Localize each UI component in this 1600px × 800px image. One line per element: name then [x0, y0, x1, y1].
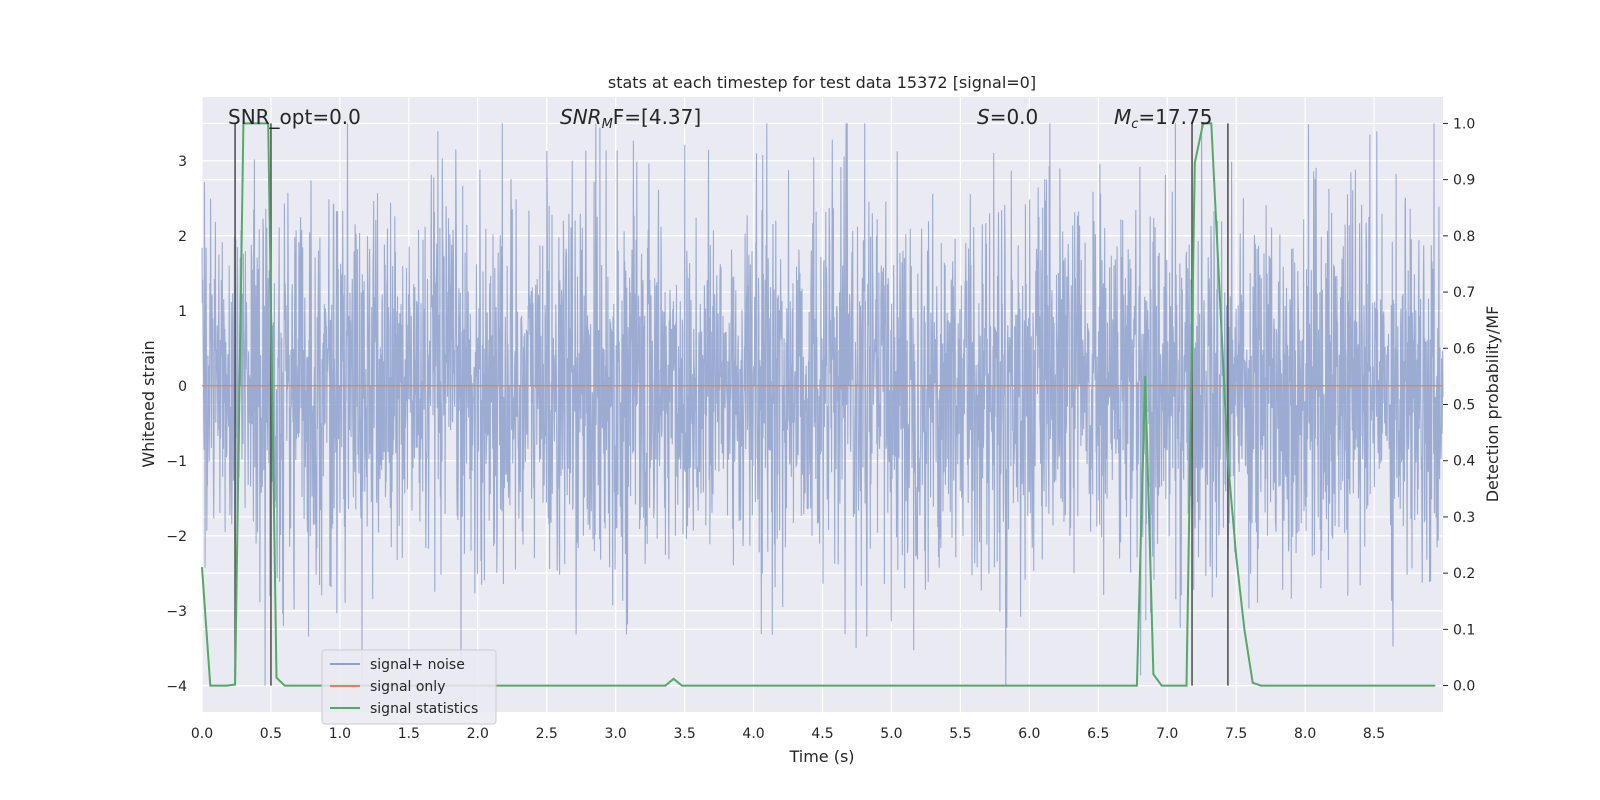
x-tick-label: 3.5 [673, 726, 695, 742]
statistics-point [1243, 628, 1246, 631]
statistics-point [234, 683, 236, 686]
y-right-tick-label: 0.5 [1453, 398, 1475, 414]
x-tick-label: 4.5 [811, 726, 833, 742]
statistics-point [1185, 684, 1188, 687]
statistics-point [681, 684, 683, 687]
statistics-point [1251, 681, 1254, 684]
statistics-point [1268, 684, 1271, 687]
x-axis-ticks: 0.0 0.5 1.0 1.5 2.0 2.5 3.0 3.5 4.0 4.5 5.0 5.5 6.0 6… [191, 726, 1385, 742]
statistics-point [1136, 684, 1138, 687]
legend: signal+ noise signal only signal statist… [321, 649, 497, 725]
statistics-point [275, 676, 278, 679]
x-tick-label: 0.5 [260, 726, 282, 742]
annotation-snr-mf: SNRMF=[4.37] [560, 105, 701, 132]
x-tick-label: 8.0 [1294, 726, 1316, 742]
vertical-markers [234, 123, 1229, 686]
y-left-tick-label: 0 [178, 379, 187, 395]
statistics-point [664, 684, 667, 687]
legend-box [321, 649, 497, 725]
y-right-tick-label: 0.0 [1453, 679, 1475, 695]
y-left-tick-label: −4 [166, 679, 187, 695]
x-tick-label: 5.0 [880, 726, 902, 742]
x-tick-label: 1.5 [398, 726, 420, 742]
statistics-point [1235, 555, 1237, 558]
annotation-s-stat: S=0.0 [977, 105, 1038, 129]
x-tick-label: 1.0 [329, 726, 351, 742]
y-right-tick-label: 0.3 [1453, 510, 1475, 526]
x-tick-label: 7.5 [1225, 726, 1247, 742]
statistics-point [1218, 291, 1221, 293]
x-tick-label: 5.5 [949, 726, 971, 742]
legend-label-signal-only: signal only [370, 679, 445, 695]
y-axis-label-right: Detection probability/MF [1483, 306, 1502, 503]
x-tick-label: 4.0 [742, 726, 764, 742]
y-left-axis-ticks: 3 2 1 0 −1 −2 −3 −4 [166, 154, 187, 695]
statistics-point [1227, 459, 1229, 462]
legend-label-statistics: signal statistics [370, 701, 478, 717]
statistics-point [242, 122, 245, 125]
y-right-tick-label: 0.1 [1453, 622, 1475, 638]
noise-trace [201, 123, 1444, 686]
chart-title: stats at each timestep for test data 153… [608, 73, 1036, 92]
x-tick-label: 6.0 [1018, 726, 1040, 742]
statistics-point [1177, 684, 1180, 687]
statistics-point [283, 684, 286, 687]
statistics-point [1194, 161, 1196, 164]
statistics-point [209, 684, 212, 687]
y-right-tick-label: 0.7 [1453, 285, 1475, 301]
x-axis-label: Time (s) [788, 747, 854, 766]
statistics-point [292, 684, 294, 687]
y-left-tick-label: −1 [166, 454, 187, 470]
y-right-tick-label: 0.6 [1453, 341, 1475, 357]
statistics-point [217, 684, 220, 687]
statistics-point [1433, 684, 1436, 687]
y-right-axis-ticks: 1.0 0.9 0.8 0.7 0.6 0.5 0.4 0.3 0.2 0.1 0.0 [1443, 116, 1475, 695]
y-right-tick-label: 0.2 [1453, 566, 1475, 582]
statistics-point [1152, 673, 1155, 676]
y-left-tick-label: 2 [178, 229, 187, 245]
y-axis-label-left: Whitened strain [139, 340, 158, 467]
statistics-point [1260, 684, 1262, 687]
y-left-tick-label: −3 [166, 604, 187, 620]
annotation-mc: Mc=17.75 [1114, 105, 1212, 132]
x-tick-label: 3.0 [605, 726, 627, 742]
legend-label-noise: signal+ noise [370, 657, 465, 673]
x-tick-label: 8.5 [1363, 726, 1385, 742]
y-left-tick-label: −2 [166, 529, 187, 545]
y-right-tick-label: 0.9 [1453, 173, 1475, 189]
x-tick-label: 2.5 [536, 726, 558, 742]
statistics-point [1169, 684, 1171, 687]
statistics-point [1144, 375, 1146, 378]
statistics-point [226, 684, 228, 687]
statistics-point [1202, 122, 1204, 125]
statistics-point [1210, 122, 1213, 125]
statistics-point [672, 678, 675, 680]
y-right-tick-label: 0.4 [1453, 454, 1475, 470]
series-signal-plus-noise [201, 123, 1444, 686]
x-tick-label: 2.0 [467, 726, 489, 742]
series-signal-statistics [201, 122, 1436, 687]
x-tick-label: 7.0 [1156, 726, 1178, 742]
y-left-tick-label: 3 [178, 154, 187, 170]
statistics-point [259, 122, 261, 125]
statistics-point [267, 122, 269, 125]
annotation-snr-opt: SNR_opt=0.0 [228, 105, 361, 129]
y-right-tick-label: 0.8 [1453, 229, 1475, 245]
statistics-point [201, 566, 203, 569]
y-right-tick-label: 1.0 [1453, 116, 1475, 132]
x-tick-label: 6.5 [1087, 726, 1109, 742]
x-tick-label: 0.0 [191, 726, 213, 742]
statistics-point [1160, 684, 1163, 687]
statistics-point [250, 122, 253, 125]
y-left-tick-label: 1 [178, 304, 187, 320]
